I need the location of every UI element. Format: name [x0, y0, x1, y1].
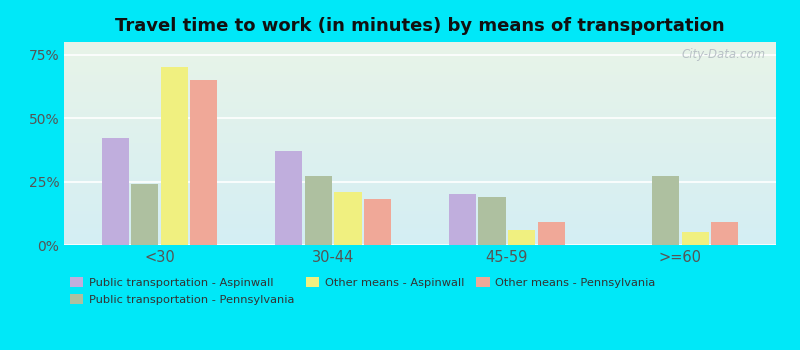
Bar [652, 176, 679, 245]
Bar [334, 192, 362, 245]
Bar [131, 184, 158, 245]
Bar [275, 151, 302, 245]
Title: Travel time to work (in minutes) by means of transportation: Travel time to work (in minutes) by mean… [115, 17, 725, 35]
Bar [508, 230, 535, 245]
Bar [449, 194, 476, 245]
Bar [102, 139, 129, 245]
Bar [538, 222, 565, 245]
Bar [161, 67, 188, 245]
Bar [190, 80, 218, 245]
Bar [364, 199, 391, 245]
Bar [711, 222, 738, 245]
Bar [682, 232, 709, 245]
Text: City-Data.com: City-Data.com [681, 48, 766, 61]
Bar [478, 197, 506, 245]
Bar [305, 176, 332, 245]
Legend: Public transportation - Aspinwall, Public transportation - Pennsylvania, Other m: Public transportation - Aspinwall, Publi… [70, 277, 655, 305]
